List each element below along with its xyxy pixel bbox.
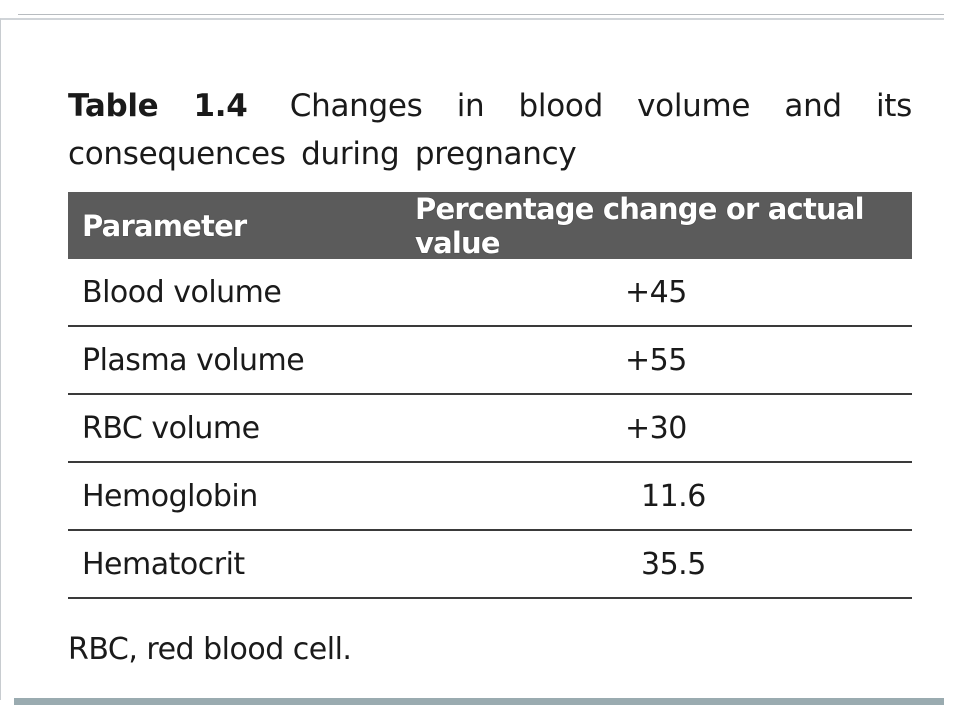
blood-volume-table: Parameter Percentage change or actual va… [68, 192, 912, 599]
table-row: Hematocrit 35.5 [68, 531, 912, 599]
cell-parameter: Hematocrit [82, 546, 245, 582]
cell-value: +30 [625, 410, 687, 446]
table-row: RBC volume +30 [68, 395, 912, 463]
table-row: Hemoglobin 11.6 [68, 463, 912, 531]
bottom-accent-bar [14, 698, 944, 705]
table-caption: Table 1.4 Changes in blood volume and it… [68, 82, 912, 178]
cell-parameter: Plasma volume [82, 342, 305, 378]
cell-value: +55 [625, 342, 687, 378]
table-header: Parameter Percentage change or actual va… [68, 191, 912, 260]
cell-value: 11.6 [641, 478, 706, 514]
table-footnote: RBC, red blood cell. [68, 632, 352, 667]
header-parameter: Parameter [82, 208, 247, 243]
slide-frame [0, 18, 944, 700]
cell-parameter: Blood volume [82, 274, 282, 310]
table-row: Blood volume +45 [68, 259, 912, 327]
table-row: Plasma volume +55 [68, 327, 912, 395]
top-divider [18, 14, 944, 15]
cell-parameter: Hemoglobin [82, 478, 258, 514]
table-label: Table 1.4 [68, 88, 248, 124]
cell-value: +45 [625, 274, 687, 310]
table-title: Changes in blood volume and its conseque… [68, 88, 912, 172]
cell-value: 35.5 [641, 546, 706, 582]
cell-parameter: RBC volume [82, 410, 260, 446]
header-value: Percentage change or actual value [415, 191, 865, 260]
